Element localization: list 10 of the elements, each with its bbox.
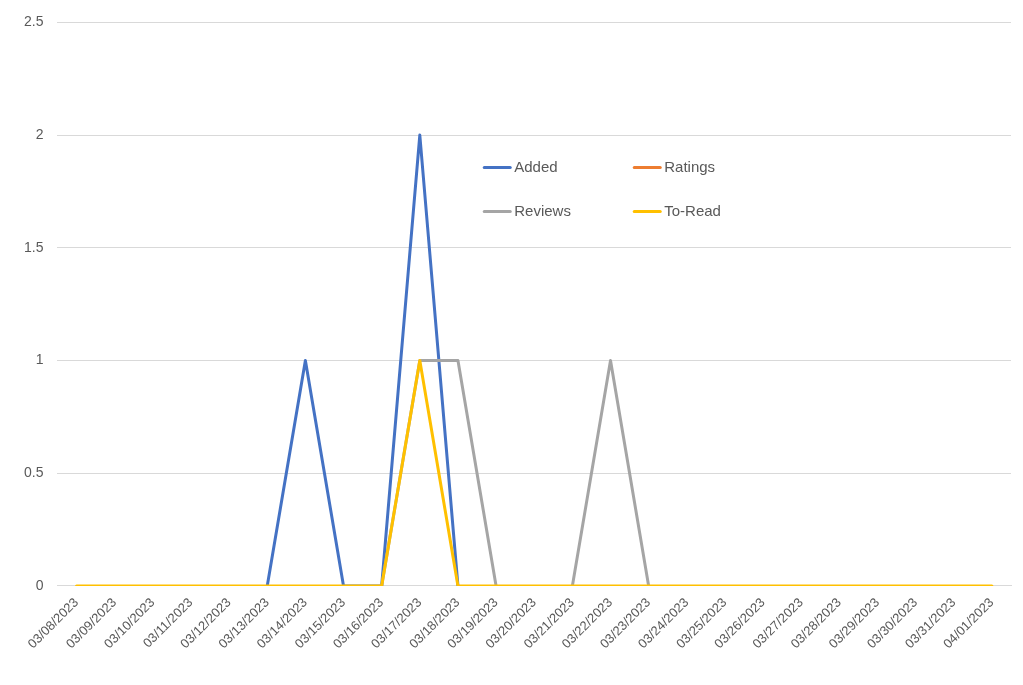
y-tick-label: 1.5 xyxy=(23,238,44,255)
legend-label: Reviews xyxy=(514,201,571,219)
y-tick-label: 0.5 xyxy=(23,464,44,481)
y-tick-label: 0 xyxy=(35,576,44,593)
y-tick-label: 1 xyxy=(35,351,44,368)
legend-label: Ratings xyxy=(664,157,716,175)
legend-label: To-Read xyxy=(664,201,721,219)
y-tick-label: 2 xyxy=(35,125,44,142)
y-tick-label: 2.5 xyxy=(23,13,44,30)
legend-label: Added xyxy=(514,157,558,175)
